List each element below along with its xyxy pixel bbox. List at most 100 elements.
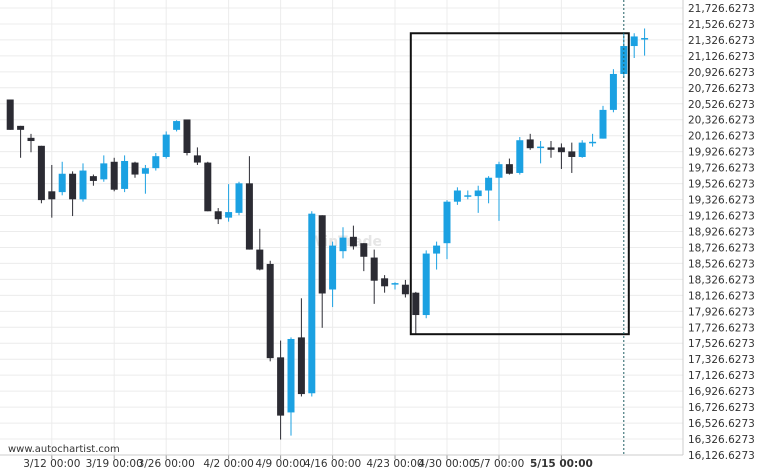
y-tick-label: 21,326.6273 [688,35,755,47]
x-tick-label: 5/15 00:00 [530,458,593,470]
candle-body [474,190,482,197]
y-tick-label: 20,926.6273 [688,67,755,79]
y-tick-label: 16,126.6273 [688,450,755,462]
candle-body [131,162,139,175]
y-tick-label: 16,326.6273 [688,434,755,446]
candle-body [225,212,233,218]
candle-body [547,147,555,150]
candle-body [557,147,565,153]
y-tick-label: 20,326.6273 [688,115,755,127]
x-tick-label: 4/2 00:00 [203,458,254,470]
grid-lines [0,0,683,456]
candle-body [495,164,503,178]
y-tick-label: 19,526.6273 [688,179,755,191]
y-tick-label: 18,326.6273 [688,274,755,286]
candle-body [256,249,264,270]
y-tick-label: 19,326.6273 [688,195,755,207]
candle-body [641,38,649,40]
x-tick-label: 3/19 00:00 [86,458,143,470]
candle-body [89,176,97,181]
pattern-box [409,32,630,336]
x-tick-label: 4/30 00:00 [418,458,475,470]
y-tick-label: 17,126.6273 [688,370,755,382]
y-tick-label: 16,526.6273 [688,418,755,430]
y-tick-label: 19,126.6273 [688,211,755,223]
candle-body [422,253,430,316]
candle-body [464,195,472,197]
candle-body [308,213,316,394]
candle-body [266,263,274,359]
candle-body [339,237,347,252]
candle-body [79,170,87,200]
candle-body [391,283,399,285]
candle-body [526,139,534,149]
candle-body [100,163,108,180]
y-tick-label: 17,726.6273 [688,322,755,334]
candle-body [485,177,493,191]
y-tick-label: 17,926.6273 [688,306,755,318]
candle-body [349,236,357,247]
candle-body [110,161,118,190]
candle-body [589,141,597,144]
candle-body [58,173,66,193]
candle-body [433,245,441,254]
y-tick-label: 18,526.6273 [688,258,755,270]
candle-body [537,146,545,149]
candle-body [516,140,524,173]
y-tick-label: 16,726.6273 [688,402,755,414]
y-tick-label: 18,126.6273 [688,290,755,302]
x-tick-label: 4/9 00:00 [255,458,306,470]
candle-body [329,245,337,290]
candle-body [17,125,25,130]
candle-body [141,168,149,174]
x-tick-label: 3/12 00:00 [23,458,80,470]
candle-body [121,160,129,189]
candle-body [27,137,35,142]
y-axis: 21,726.6273 21,526.6273 21,326.6273 21,126.… [682,0,755,462]
x-tick-label: 4/23 00:00 [366,458,423,470]
candle-body [235,183,243,213]
candle-body [183,119,191,153]
y-tick-label: 17,526.6273 [688,338,755,350]
candle-body [505,164,513,174]
candle-body [370,257,378,281]
candle-body [630,36,638,47]
x-tick-label: 5/7 00:00 [474,458,525,470]
credit-text: www.autochartist.com [8,444,120,455]
y-tick-label: 18,726.6273 [688,242,755,254]
candle-body [245,183,253,250]
candle-body [48,191,56,200]
candle-body [443,201,451,244]
pattern-overlay [409,0,630,455]
y-tick-label: 21,126.6273 [688,51,755,63]
candle-body [162,134,170,157]
candle-body [6,99,14,130]
candle-body [360,243,368,257]
x-tick-label: 4/16 00:00 [304,458,361,470]
y-tick-label: 20,126.6273 [688,131,755,143]
y-tick-label: 19,726.6273 [688,163,755,175]
candle-body [381,278,389,287]
candle-body [214,211,222,220]
x-axis: 3/12 00:00 3/19 00:003/26 00:00 4/2 00:00 4… [0,454,683,470]
candle-body [599,109,607,139]
y-tick-label: 20,526.6273 [688,99,755,111]
candle-body [568,151,576,157]
candle-body [453,190,461,202]
y-tick-label: 20,726.6273 [688,83,755,95]
x-tick-label: 3/26 00:00 [138,458,195,470]
candle-body [609,73,617,110]
y-tick-label: 17,326.6273 [688,354,755,366]
candle-body [277,357,285,416]
y-tick-label: 18,926.6273 [688,226,755,238]
candle-body [193,155,201,163]
candle-body [152,156,160,169]
candle-body [412,292,420,316]
candle-body [37,145,45,201]
candle-body [318,215,326,294]
y-tick-label: 21,726.6273 [688,3,755,15]
candle-body [620,46,628,74]
candle-body [69,173,77,200]
